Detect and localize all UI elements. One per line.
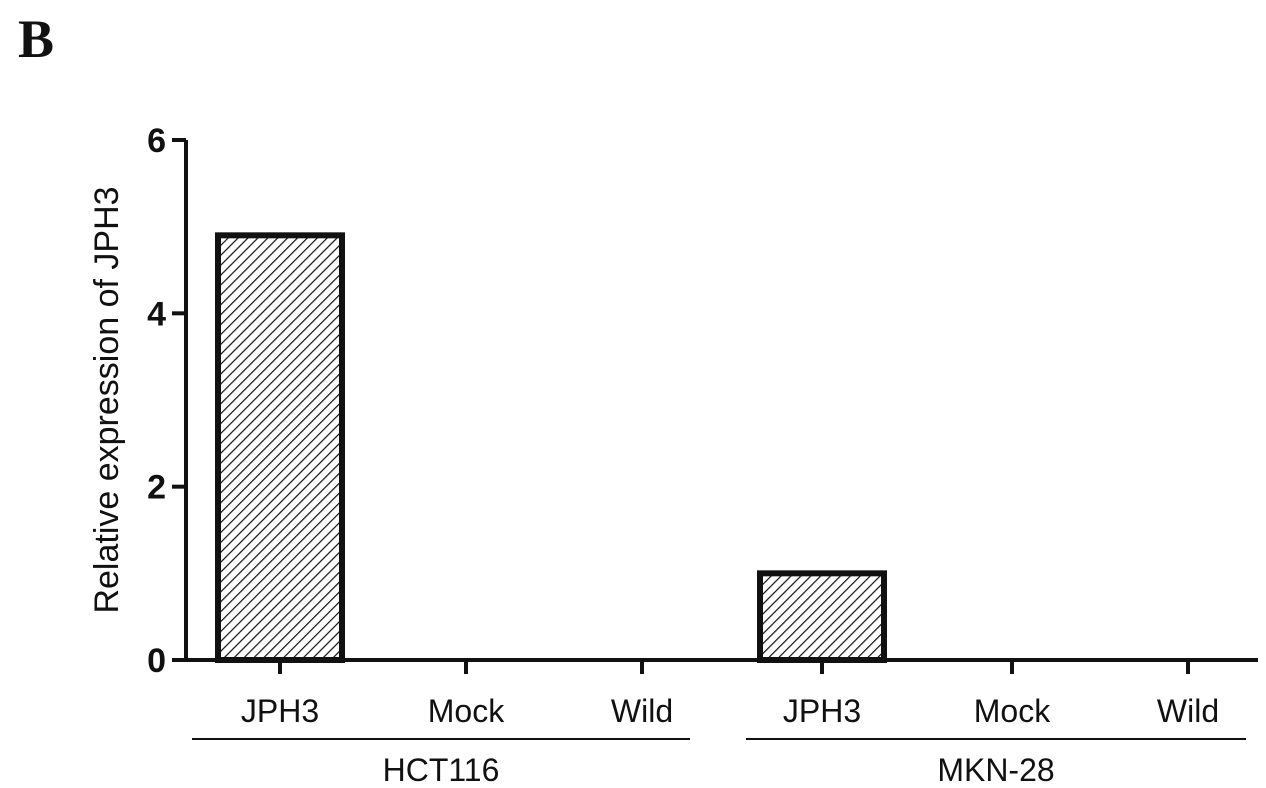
category-label-1: JPH3 [241,693,319,729]
y-axis-title: Relative expression of JPH3 [88,186,126,613]
group-label-2: MKN-28 [937,752,1054,788]
panel-label: B [18,9,55,69]
category-label-2: Mock [428,693,505,729]
category-label-4: JPH3 [783,693,861,729]
bar-4 [757,570,887,663]
y-tick-label-0: 0 [147,642,166,680]
bar-1 [215,232,345,663]
category-label-6: Wild [1157,693,1219,729]
y-tick-label-4: 4 [147,295,166,333]
category-label-3: Wild [611,693,673,729]
category-label-5: Mock [974,693,1051,729]
group-label-1: HCT116 [383,752,500,788]
y-tick-label-6: 6 [147,122,166,160]
y-tick-label-2: 2 [147,469,166,507]
